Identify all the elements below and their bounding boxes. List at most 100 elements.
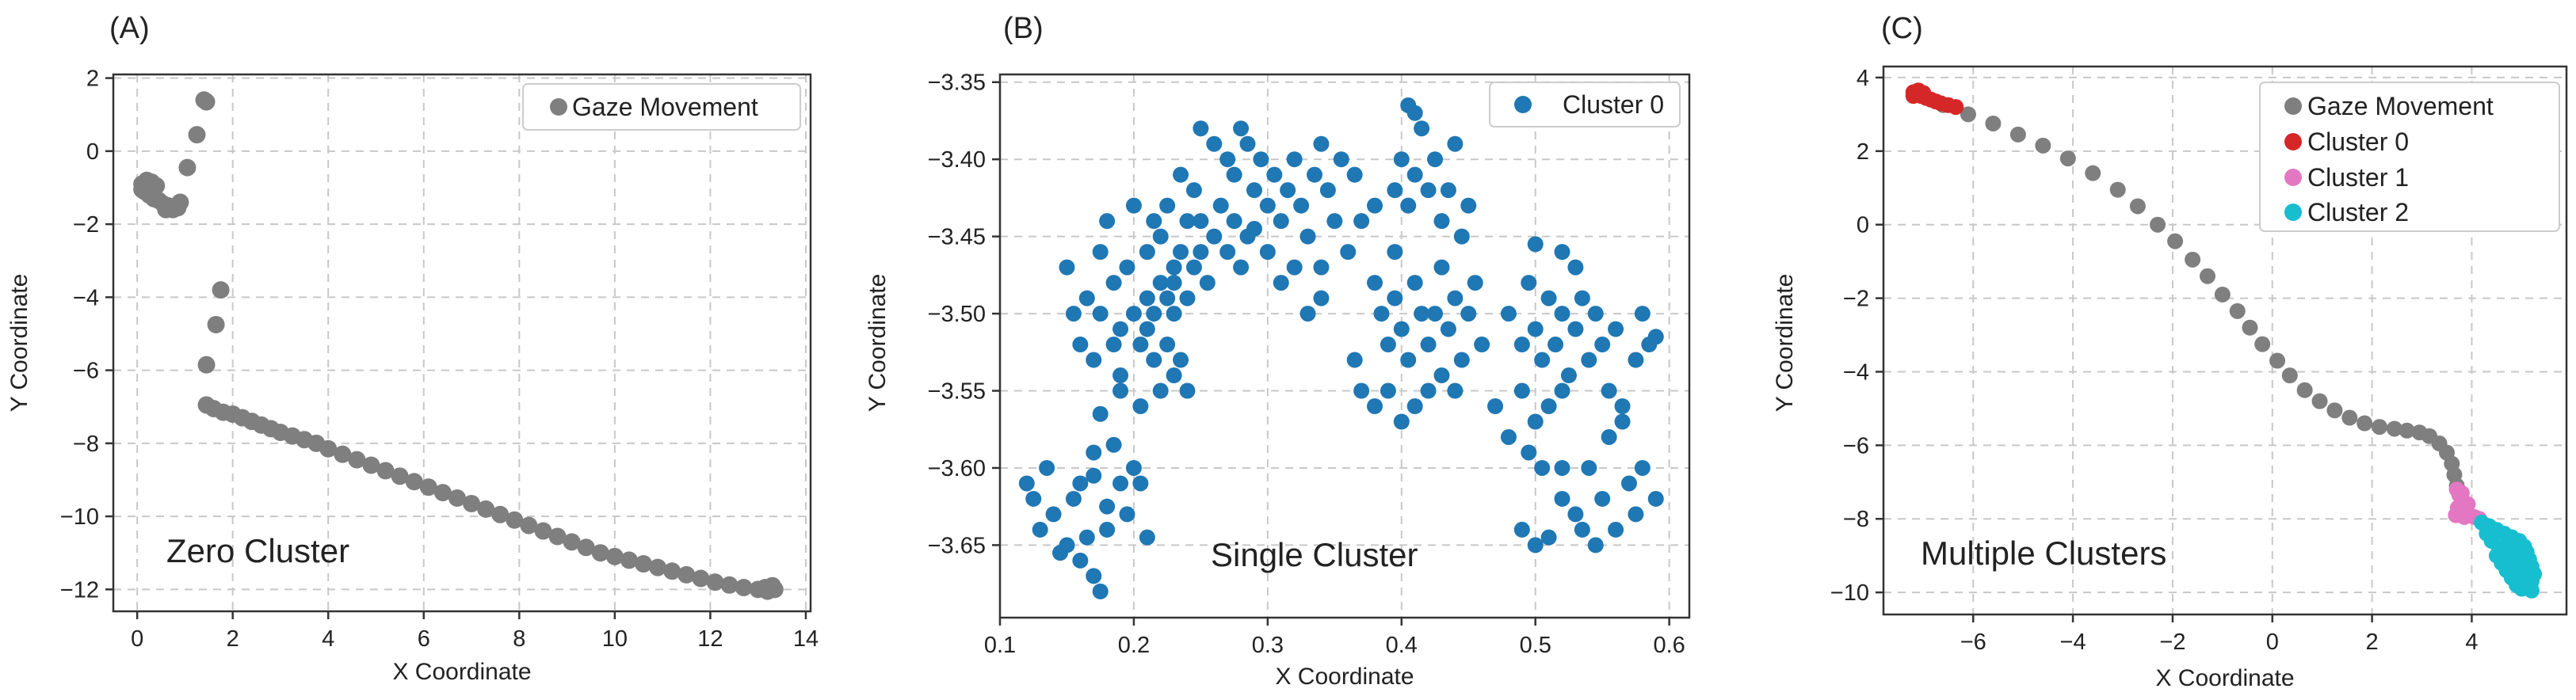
- panel-c-point-cluster-0: [1948, 99, 1964, 116]
- panel-b-point-cluster-0: [1166, 306, 1182, 322]
- panel-b-point-cluster-0: [1540, 529, 1557, 546]
- panel-b-point-cluster-0: [1467, 275, 1483, 291]
- panel-b-point-cluster-0: [1447, 382, 1464, 399]
- panel-b-point-cluster-0: [1487, 398, 1504, 415]
- panel-b-point-cluster-0: [1353, 382, 1370, 399]
- panel-b-point-cluster-0: [1420, 182, 1437, 199]
- panel-b-point-cluster-0: [1072, 552, 1089, 569]
- panel-b-point-cluster-0: [1152, 275, 1169, 291]
- panel-a-point-gaze-movement: [334, 445, 352, 463]
- panel-a-point-gaze-movement: [677, 565, 696, 584]
- panel-a-y-tick-label: −6: [73, 359, 99, 384]
- panel-b-point-cluster-0: [1206, 135, 1223, 152]
- panel-a-point-gaze-movement: [477, 500, 495, 518]
- panel-c-point-gaze-movement: [2229, 302, 2246, 319]
- panel-b-point-cluster-0: [1608, 521, 1624, 538]
- panel-b-point-cluster-0: [1179, 382, 1196, 399]
- panel-a-point-gaze-movement: [720, 576, 738, 594]
- panel-b-point-cluster-0: [1567, 259, 1584, 276]
- panel-c-legend-marker-cluster-2: [2284, 204, 2302, 221]
- panel-b-point-cluster-0: [1239, 135, 1256, 152]
- panel-b-point-cluster-0: [1146, 306, 1162, 322]
- panel-b-point-cluster-0: [1387, 182, 1403, 199]
- panel-c-y-axis-label: Y Coordinate: [1772, 274, 1798, 413]
- panel-c-legend-box: [2259, 82, 2560, 232]
- panel-a-point-gaze-movement: [391, 467, 409, 485]
- panel-b-point-cluster-0: [1132, 475, 1149, 492]
- panel-b-point-cluster-0: [1540, 290, 1557, 306]
- panel-b-point-cluster-0: [1534, 459, 1551, 476]
- panel-a-legend: Gaze Movement: [522, 83, 801, 131]
- panel-b-point-cluster-0: [1072, 337, 1089, 353]
- panel-b-point-cluster-0: [1601, 382, 1617, 399]
- panel-a-point-gaze-movement: [448, 489, 466, 508]
- panel-b-point-cluster-0: [1474, 337, 1490, 353]
- panel-b-point-cluster-0: [1193, 213, 1209, 230]
- panel-b-point-cluster-0: [1039, 459, 1055, 476]
- panel-b-x-tick-label: 0.2: [1118, 633, 1150, 658]
- panel-b-point-cluster-0: [1139, 244, 1155, 261]
- panel-b-point-cluster-0: [1159, 197, 1176, 214]
- panel-c-point-gaze-movement: [2269, 352, 2286, 369]
- panel-a-point-gaze-movement: [197, 93, 216, 111]
- panel-a-point-gaze-movement: [591, 544, 609, 562]
- panel-a-point-gaze-movement: [348, 451, 366, 469]
- panel-b-point-cluster-0: [1527, 537, 1544, 554]
- panel-b-point-cluster-0: [1099, 498, 1116, 515]
- panel-a-x-tick-label: 2: [227, 626, 239, 652]
- panel-c-point-gaze-movement: [2372, 419, 2388, 436]
- panel-c-point-gaze-movement: [2129, 198, 2146, 215]
- panel-b-point-cluster-0: [1086, 467, 1102, 484]
- panel-c-legend-label-cluster-1: Cluster 1: [2307, 163, 2409, 192]
- panel-b-point-cluster-0: [1112, 321, 1129, 337]
- panel-b-point-cluster-0: [1092, 405, 1109, 422]
- panel-b-point-cluster-0: [1554, 490, 1570, 507]
- panel-b-point-cluster-0: [1273, 275, 1289, 291]
- panel-b-point-cluster-0: [1567, 506, 1584, 523]
- panel-b-point-cluster-0: [1433, 367, 1450, 384]
- panel-b-y-tick-label: −3.65: [928, 533, 986, 558]
- panel-c-point-cluster-2: [2521, 562, 2537, 579]
- panel-b-point-cluster-0: [1173, 166, 1189, 183]
- panel-a-y-tick-label: 0: [86, 139, 99, 165]
- panel-c-legend-marker-cluster-1: [2284, 169, 2302, 186]
- panel-b-point-cluster-0: [1105, 337, 1122, 353]
- panel-b-point-cluster-0: [1380, 382, 1396, 399]
- panel-c-point-gaze-movement: [2326, 402, 2343, 419]
- panel-b-point-cluster-0: [1086, 568, 1102, 584]
- panel-b-point-cluster-0: [1447, 135, 1464, 152]
- panel-b-point-cluster-0: [1614, 413, 1631, 430]
- panel-a-x-tick-label: 4: [322, 626, 334, 652]
- panel-b-point-cluster-0: [1527, 413, 1544, 430]
- panel-a-label: (A): [109, 12, 150, 45]
- panel-a-x-tick-label: 0: [131, 626, 143, 652]
- panel-b-point-cluster-0: [1280, 182, 1296, 199]
- panel-b-point-cluster-0: [1601, 428, 1617, 445]
- panel-b-point-cluster-0: [1513, 337, 1530, 353]
- panel-b-point-cluster-0: [1185, 182, 1202, 199]
- panel-b-point-cluster-0: [1152, 382, 1169, 399]
- panel-b-point-cluster-0: [1453, 352, 1470, 368]
- panel-a-point-gaze-movement: [620, 551, 638, 569]
- panel-c-legend-label-cluster-2: Cluster 2: [2307, 198, 2409, 226]
- panel-b-point-cluster-0: [1273, 213, 1289, 230]
- panel-b-point-cluster-0: [1152, 228, 1169, 245]
- panel-b-point-cluster-0: [1132, 398, 1149, 415]
- panel-b-point-cluster-0: [1179, 213, 1196, 230]
- panel-b-point-cluster-0: [1393, 151, 1410, 168]
- panel-b-point-cluster-0: [1367, 275, 1383, 291]
- panel-a-point-gaze-movement: [758, 582, 777, 600]
- panel-b-point-cluster-0: [1460, 306, 1477, 322]
- panel-c-annotation: Multiple Clusters: [1921, 535, 2166, 572]
- panel-a-y-tick-label: −10: [60, 504, 99, 530]
- panel-b-point-cluster-0: [1086, 444, 1102, 461]
- panel-b-legend-marker: [1514, 96, 1532, 113]
- panel-b-point-cluster-0: [1414, 306, 1430, 322]
- panel-b-y-tick-label: −3.35: [928, 70, 986, 96]
- panel-b-point-cluster-0: [1500, 306, 1517, 322]
- panel-a-y-axis-label: Y Coordinate: [6, 274, 32, 413]
- panel-b-point-cluster-0: [1226, 213, 1242, 230]
- panel-b-point-cluster-0: [1460, 197, 1477, 214]
- panel-b-point-cluster-0: [1634, 306, 1651, 322]
- panel-a-point-gaze-movement: [463, 494, 481, 512]
